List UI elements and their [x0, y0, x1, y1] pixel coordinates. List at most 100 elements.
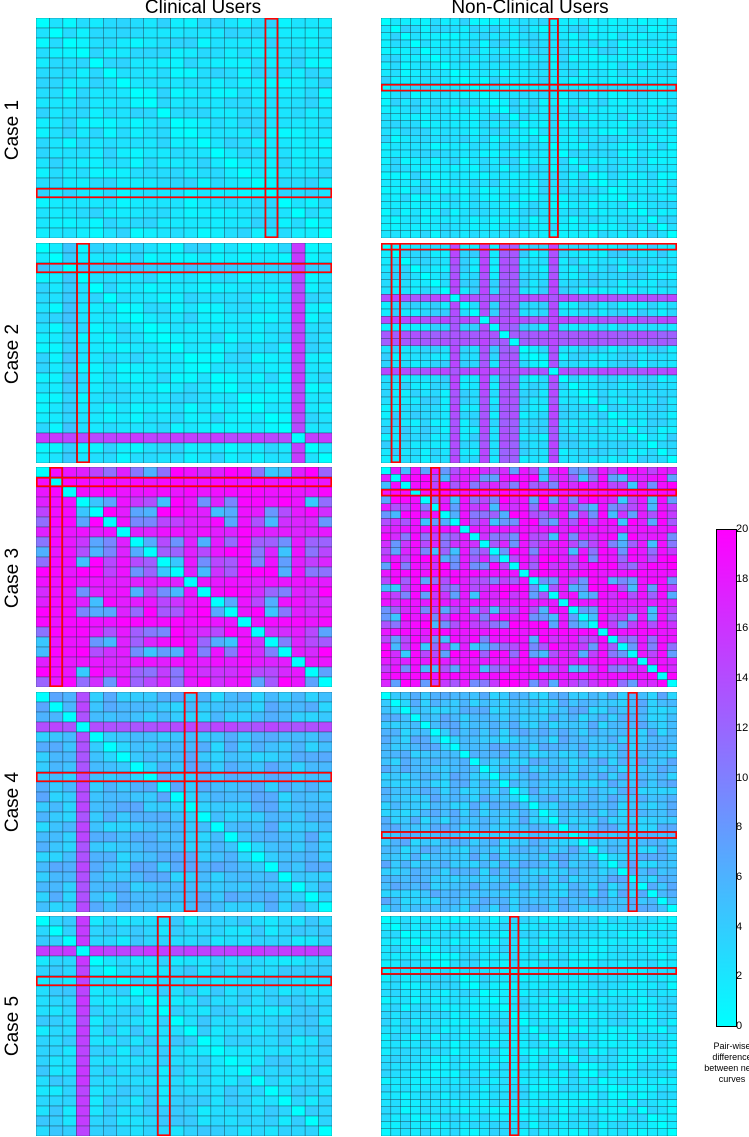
heatmap-cell	[390, 105, 401, 114]
heatmap-cell	[304, 586, 319, 598]
heatmap-cell	[617, 69, 628, 77]
heatmap-cell	[469, 562, 480, 570]
heatmap-cell	[647, 743, 658, 751]
heatmap-cell	[420, 367, 431, 376]
heatmap-cell	[469, 757, 480, 766]
heatmap-cell	[440, 642, 451, 651]
heatmap-cell	[666, 750, 677, 759]
heatmap-cell	[156, 741, 171, 753]
heatmap-cell	[666, 474, 677, 482]
heatmap-cell	[479, 316, 490, 324]
heatmap-cell	[264, 422, 279, 434]
heatmap-cell	[224, 496, 239, 508]
heatmap-cell	[224, 243, 239, 254]
heatmap-cell	[420, 279, 431, 288]
heatmap-cell	[156, 616, 171, 628]
heatmap-cell	[318, 666, 332, 678]
heatmap-cell	[318, 342, 332, 354]
heatmap-cell	[617, 301, 628, 310]
heatmap-cell	[509, 496, 520, 504]
heatmap-cell	[116, 626, 131, 638]
heatmap-cell	[587, 352, 599, 361]
heatmap-cell	[469, 352, 480, 361]
heatmap-cell	[518, 171, 530, 180]
heatmap-cell	[568, 250, 579, 258]
heatmap-cell	[538, 308, 549, 317]
heatmap-cell	[156, 422, 171, 434]
heatmap-cell	[558, 135, 569, 143]
heatmap-cell	[291, 666, 306, 678]
heatmap-cell	[62, 761, 77, 773]
heatmap-cell	[183, 721, 198, 733]
heatmap-cell	[509, 404, 520, 412]
heatmap-cell	[49, 402, 64, 414]
heatmap-cell	[528, 142, 540, 151]
heatmap-cell	[291, 87, 306, 99]
heatmap-cell	[666, 396, 677, 405]
heatmap-cell	[499, 664, 510, 673]
heatmap-cell	[578, 142, 589, 151]
heatmap-cell	[518, 308, 530, 317]
heatmap-cell	[637, 613, 648, 622]
heatmap-cell	[607, 279, 619, 288]
heatmap-cell	[518, 338, 530, 346]
heatmap-cell	[224, 137, 239, 149]
heatmap-cell	[116, 741, 131, 753]
heatmap-cell	[469, 606, 480, 614]
heatmap-cell	[210, 452, 225, 463]
heatmap-cell	[558, 606, 569, 614]
heatmap-cell	[89, 692, 104, 703]
heatmap-cell	[528, 215, 540, 224]
heatmap-cell	[381, 496, 392, 504]
heatmap-cell	[538, 338, 549, 346]
heatmap-cell	[129, 761, 144, 773]
heatmap-cell	[129, 676, 144, 687]
heatmap-cell	[89, 77, 104, 89]
heatmap-cell	[607, 308, 619, 317]
heatmap-cell	[277, 646, 292, 658]
heatmap-cell	[499, 215, 510, 224]
heatmap-cell	[449, 279, 461, 288]
heatmap-cell	[607, 257, 619, 266]
heatmap-cell	[381, 455, 392, 463]
heatmap-cell	[89, 486, 104, 498]
heatmap-cell	[479, 620, 490, 629]
heatmap-cell	[509, 510, 520, 519]
heatmap-cell	[568, 503, 579, 512]
heatmap-cell	[36, 656, 50, 668]
heatmap-cell	[449, 765, 461, 773]
heatmap-cell	[36, 881, 50, 893]
heatmap-cell	[449, 272, 461, 280]
heatmap-cell	[129, 87, 144, 99]
heatmap-cell	[62, 901, 77, 912]
heatmap-cell	[469, 554, 480, 563]
heatmap-cell	[277, 147, 292, 159]
heatmap-cell	[420, 149, 431, 158]
heatmap-cell	[183, 372, 198, 384]
heatmap-cell	[469, 642, 480, 651]
heatmap-cell	[627, 562, 638, 570]
heatmap-cell	[304, 18, 319, 29]
heatmap-cell	[597, 149, 609, 158]
heatmap-cell	[449, 750, 461, 759]
heatmap-cell	[210, 97, 225, 109]
heatmap-cell	[318, 761, 332, 773]
heatmap-cell	[499, 765, 510, 773]
heatmap-cell	[89, 352, 104, 364]
heatmap-cell	[499, 569, 510, 578]
heatmap-cell	[400, 91, 411, 99]
heatmap-cell	[36, 821, 50, 833]
heatmap-cell	[129, 322, 144, 334]
heatmap-cell	[479, 606, 490, 614]
heatmap-cell	[103, 87, 117, 99]
heatmap-cell	[637, 584, 648, 592]
heatmap-cell	[62, 721, 77, 733]
heatmap-cell	[103, 791, 117, 803]
heatmap-cell	[568, 496, 579, 504]
heatmap-cell	[627, 186, 638, 195]
heatmap-cell	[607, 98, 619, 107]
heatmap-cell	[509, 215, 520, 224]
heatmap-cell	[548, 286, 559, 295]
heatmap-cell	[647, 76, 658, 85]
heatmap-cell	[499, 120, 510, 129]
